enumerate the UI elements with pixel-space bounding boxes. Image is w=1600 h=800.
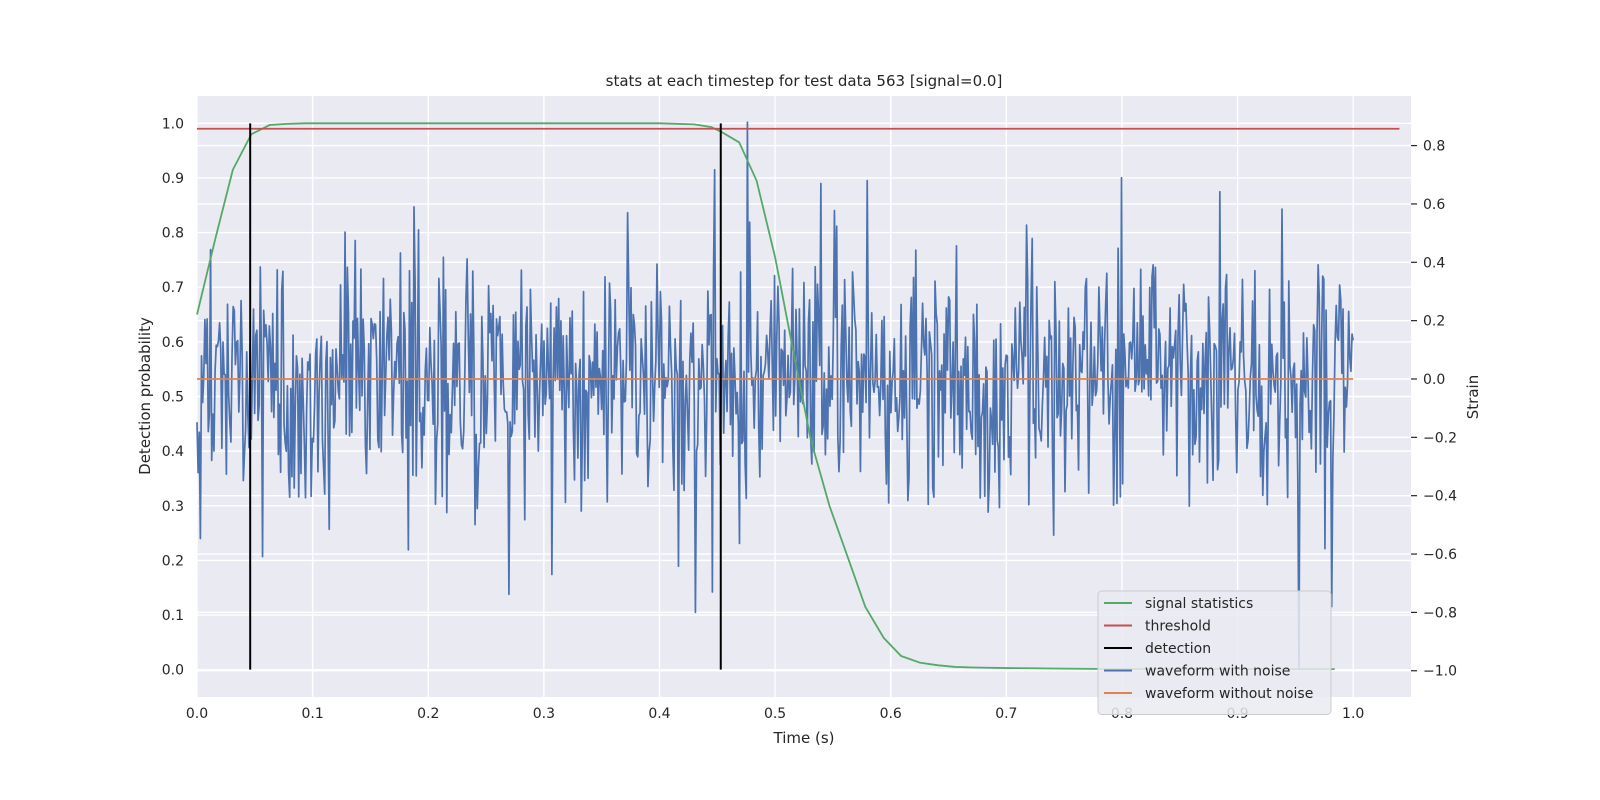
- x-axis-label: Time (s): [773, 729, 835, 747]
- x-tick-label: 1.0: [1342, 706, 1364, 722]
- legend-label: detection: [1145, 641, 1211, 657]
- x-tick-label: 0.0: [186, 706, 208, 722]
- legend: signal statistics threshold detection wavef…: [1097, 590, 1332, 715]
- y-right-axis-label: Strain: [1464, 375, 1482, 419]
- legend-frame: [1097, 590, 1332, 715]
- legend-label: waveform without noise: [1145, 686, 1313, 702]
- y-right-tick-label: −0.2: [1423, 430, 1457, 446]
- y-left-tick-label: 0.9: [162, 171, 184, 187]
- y-right-tick-label: −0.6: [1423, 547, 1457, 563]
- y-right-tick-label: 0.0: [1423, 372, 1445, 388]
- y-left-tick-label: 0.5: [162, 390, 184, 406]
- y-left-axis-label: Detection probability: [136, 317, 154, 475]
- series-layer: [196, 121, 1400, 671]
- y-right-tick-label: 0.2: [1423, 314, 1445, 330]
- y-right-tick-label: −0.8: [1423, 605, 1457, 621]
- y-right-tick-label: 0.4: [1423, 255, 1445, 271]
- y-right-tick-label: −1.0: [1423, 664, 1457, 680]
- y-right-tick-label: 0.8: [1423, 139, 1445, 155]
- y-left-tick-label: 0.7: [162, 280, 184, 296]
- x-tick-label: 0.2: [417, 706, 439, 722]
- y-left-tick-label: 0.2: [162, 553, 184, 569]
- y-left-tick-label: 0.4: [162, 444, 184, 460]
- x-tick-label: 0.3: [533, 706, 555, 722]
- y-left-axis-ticks: 0.0 0.1 0.2 0.3 0.4 0.5 0.6 0.7 0.8 0.9 1.0: [162, 116, 184, 678]
- x-tick-label: 0.4: [648, 706, 670, 722]
- y-right-axis-ticks: −1.0 −0.8 −0.6 −0.4 −0.2 0.0 0.2 0.4 0.6 0.8: [1411, 139, 1457, 680]
- legend-label: waveform with noise: [1145, 664, 1290, 680]
- y-left-tick-label: 0.3: [162, 499, 184, 515]
- y-left-tick-label: 0.8: [162, 226, 184, 242]
- detection-lines: [249, 123, 722, 670]
- waveform-with-noise-line: [196, 121, 1355, 669]
- signal-statistics-line: [196, 122, 1335, 671]
- x-tick-label: 0.1: [301, 706, 323, 722]
- y-left-tick-label: 0.0: [162, 663, 184, 679]
- chart-title: stats at each timestep for test data 563…: [606, 72, 1003, 90]
- y-right-tick-label: −0.4: [1423, 489, 1457, 505]
- legend-label: threshold: [1145, 619, 1211, 635]
- x-tick-label: 0.6: [880, 706, 902, 722]
- x-tick-label: 0.5: [764, 706, 786, 722]
- y-right-tick-label: 0.6: [1423, 197, 1445, 213]
- x-tick-label: 0.7: [995, 706, 1017, 722]
- y-left-tick-label: 1.0: [162, 116, 184, 132]
- legend-label: signal statistics: [1145, 596, 1253, 612]
- y-left-tick-label: 0.1: [162, 608, 184, 624]
- y-left-tick-label: 0.6: [162, 335, 184, 351]
